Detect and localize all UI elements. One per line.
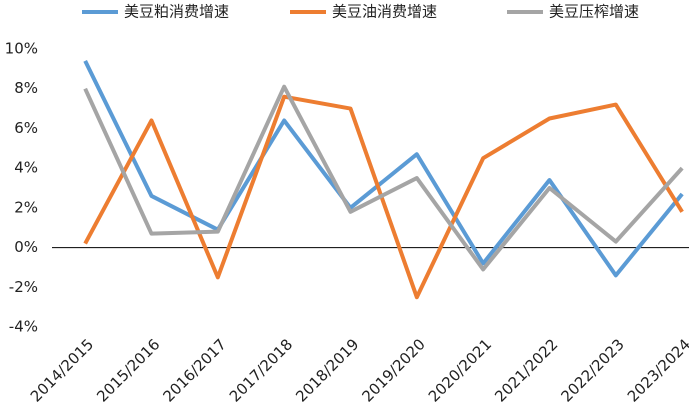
y-tick-label: 0%: [14, 238, 38, 256]
x-tick-label: 2016/2017: [160, 335, 230, 405]
y-tick-label: 6%: [14, 119, 38, 137]
x-tick-label: 2014/2015: [27, 335, 97, 405]
y-tick-label: 10%: [5, 40, 38, 58]
legend-label: 美豆油消费增速: [332, 3, 437, 21]
x-tick-label: 2018/2019: [292, 335, 362, 405]
x-tick-label: 2019/2020: [359, 335, 429, 405]
series-line: [83, 60, 684, 278]
x-tick-label: 2021/2022: [491, 335, 561, 405]
x-tick-label: 2020/2021: [425, 335, 495, 405]
x-tick-label: 2022/2023: [558, 335, 628, 405]
y-tick-label: -4%: [9, 318, 38, 336]
y-tick-label: 8%: [14, 79, 38, 97]
series-line: [83, 94, 684, 300]
y-tick-label: -2%: [9, 278, 38, 296]
legend-label: 美豆粕消费增速: [124, 3, 229, 21]
y-tick-label: 4%: [14, 159, 38, 177]
legend-label: 美豆压榨增速: [549, 3, 639, 21]
x-tick-label: 2023/2024: [624, 335, 689, 405]
series-line: [83, 84, 684, 272]
x-tick-label: 2015/2016: [93, 335, 163, 405]
y-tick-label: 2%: [14, 198, 38, 216]
x-tick-label: 2017/2018: [226, 335, 296, 405]
